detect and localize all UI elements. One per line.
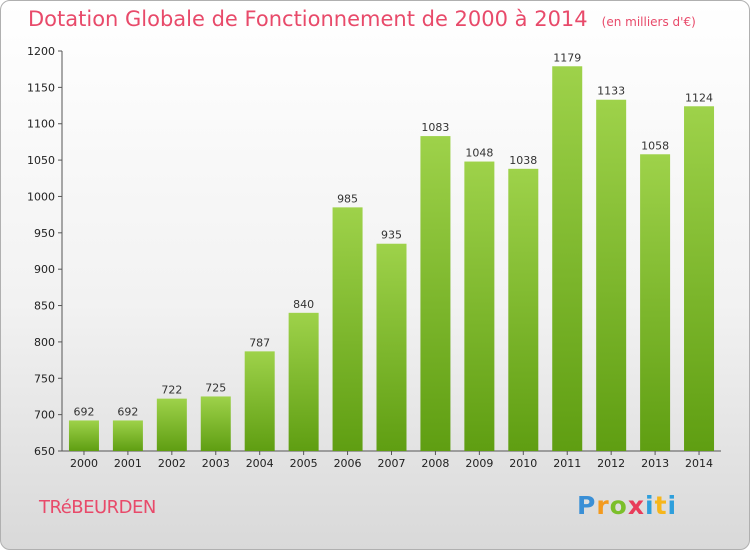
bar [244, 351, 275, 451]
data-label: 692 [117, 405, 138, 418]
chart-title-text: Dotation Globale de Fonctionnement de 20… [28, 7, 588, 31]
logo-letter: i [667, 491, 678, 520]
x-tick-label: 2007 [378, 457, 406, 470]
data-label: 722 [161, 384, 182, 397]
x-tick-label: 2009 [465, 457, 493, 470]
bar [420, 136, 451, 451]
x-tick-label: 2001 [114, 457, 142, 470]
data-label: 692 [73, 405, 94, 418]
chart-title: Dotation Globale de Fonctionnement de 20… [28, 7, 696, 31]
bar [552, 66, 583, 451]
x-tick-label: 2003 [202, 457, 230, 470]
logo-letter: x [627, 491, 645, 520]
logo-letter: i [645, 491, 655, 520]
data-label: 1083 [421, 121, 449, 134]
x-tick-label: 2011 [553, 457, 581, 470]
x-tick-label: 2002 [158, 457, 186, 470]
data-label: 1038 [509, 154, 537, 167]
logo-letter: P [577, 491, 597, 520]
y-tick-label: 1100 [27, 118, 55, 131]
data-label: 725 [205, 381, 226, 394]
x-tick-label: 2010 [509, 457, 537, 470]
data-label: 840 [293, 298, 314, 311]
proxiti-logo: Proxiti [577, 491, 677, 520]
data-label: 787 [249, 336, 270, 349]
x-tick-label: 2012 [597, 457, 625, 470]
bar [200, 396, 231, 451]
y-tick-label: 1200 [27, 45, 55, 58]
y-tick-label: 1000 [27, 190, 55, 203]
x-tick-label: 2004 [246, 457, 274, 470]
data-label: 1058 [641, 139, 669, 152]
logo-letter: o [609, 491, 628, 520]
y-tick-label: 700 [34, 409, 55, 422]
y-tick-label: 800 [34, 336, 55, 349]
data-label: 1133 [597, 85, 625, 98]
x-tick-label: 2005 [290, 457, 318, 470]
x-tick-label: 2006 [334, 457, 362, 470]
x-tick-label: 2014 [685, 457, 713, 470]
data-label: 1124 [685, 91, 713, 104]
x-tick-label: 2000 [70, 457, 98, 470]
bar [596, 99, 627, 452]
bar [376, 243, 407, 451]
y-tick-label: 1150 [27, 81, 55, 94]
bar [508, 168, 539, 451]
bar [332, 207, 363, 451]
bar [464, 161, 495, 451]
data-label: 985 [337, 192, 358, 205]
bar [288, 312, 319, 451]
bar [684, 106, 715, 451]
y-tick-label: 1050 [27, 154, 55, 167]
y-tick-label: 900 [34, 263, 55, 276]
y-tick-label: 950 [34, 227, 55, 240]
logo-letter: t [654, 491, 668, 520]
data-label: 935 [381, 229, 402, 242]
bar [156, 398, 187, 451]
commune-name: TRéBEURDEN [39, 497, 156, 518]
bar [68, 420, 99, 451]
x-tick-label: 2013 [641, 457, 669, 470]
chart-unit: (en milliers d'€) [601, 15, 696, 29]
y-tick-label: 750 [34, 372, 55, 385]
x-tick-label: 2008 [421, 457, 449, 470]
logo-letter: r [596, 491, 610, 520]
data-label: 1179 [553, 51, 581, 64]
bar [112, 420, 143, 451]
y-tick-label: 650 [34, 445, 55, 458]
data-label: 1048 [465, 147, 493, 160]
bar [640, 154, 671, 452]
y-tick-label: 850 [34, 300, 55, 313]
